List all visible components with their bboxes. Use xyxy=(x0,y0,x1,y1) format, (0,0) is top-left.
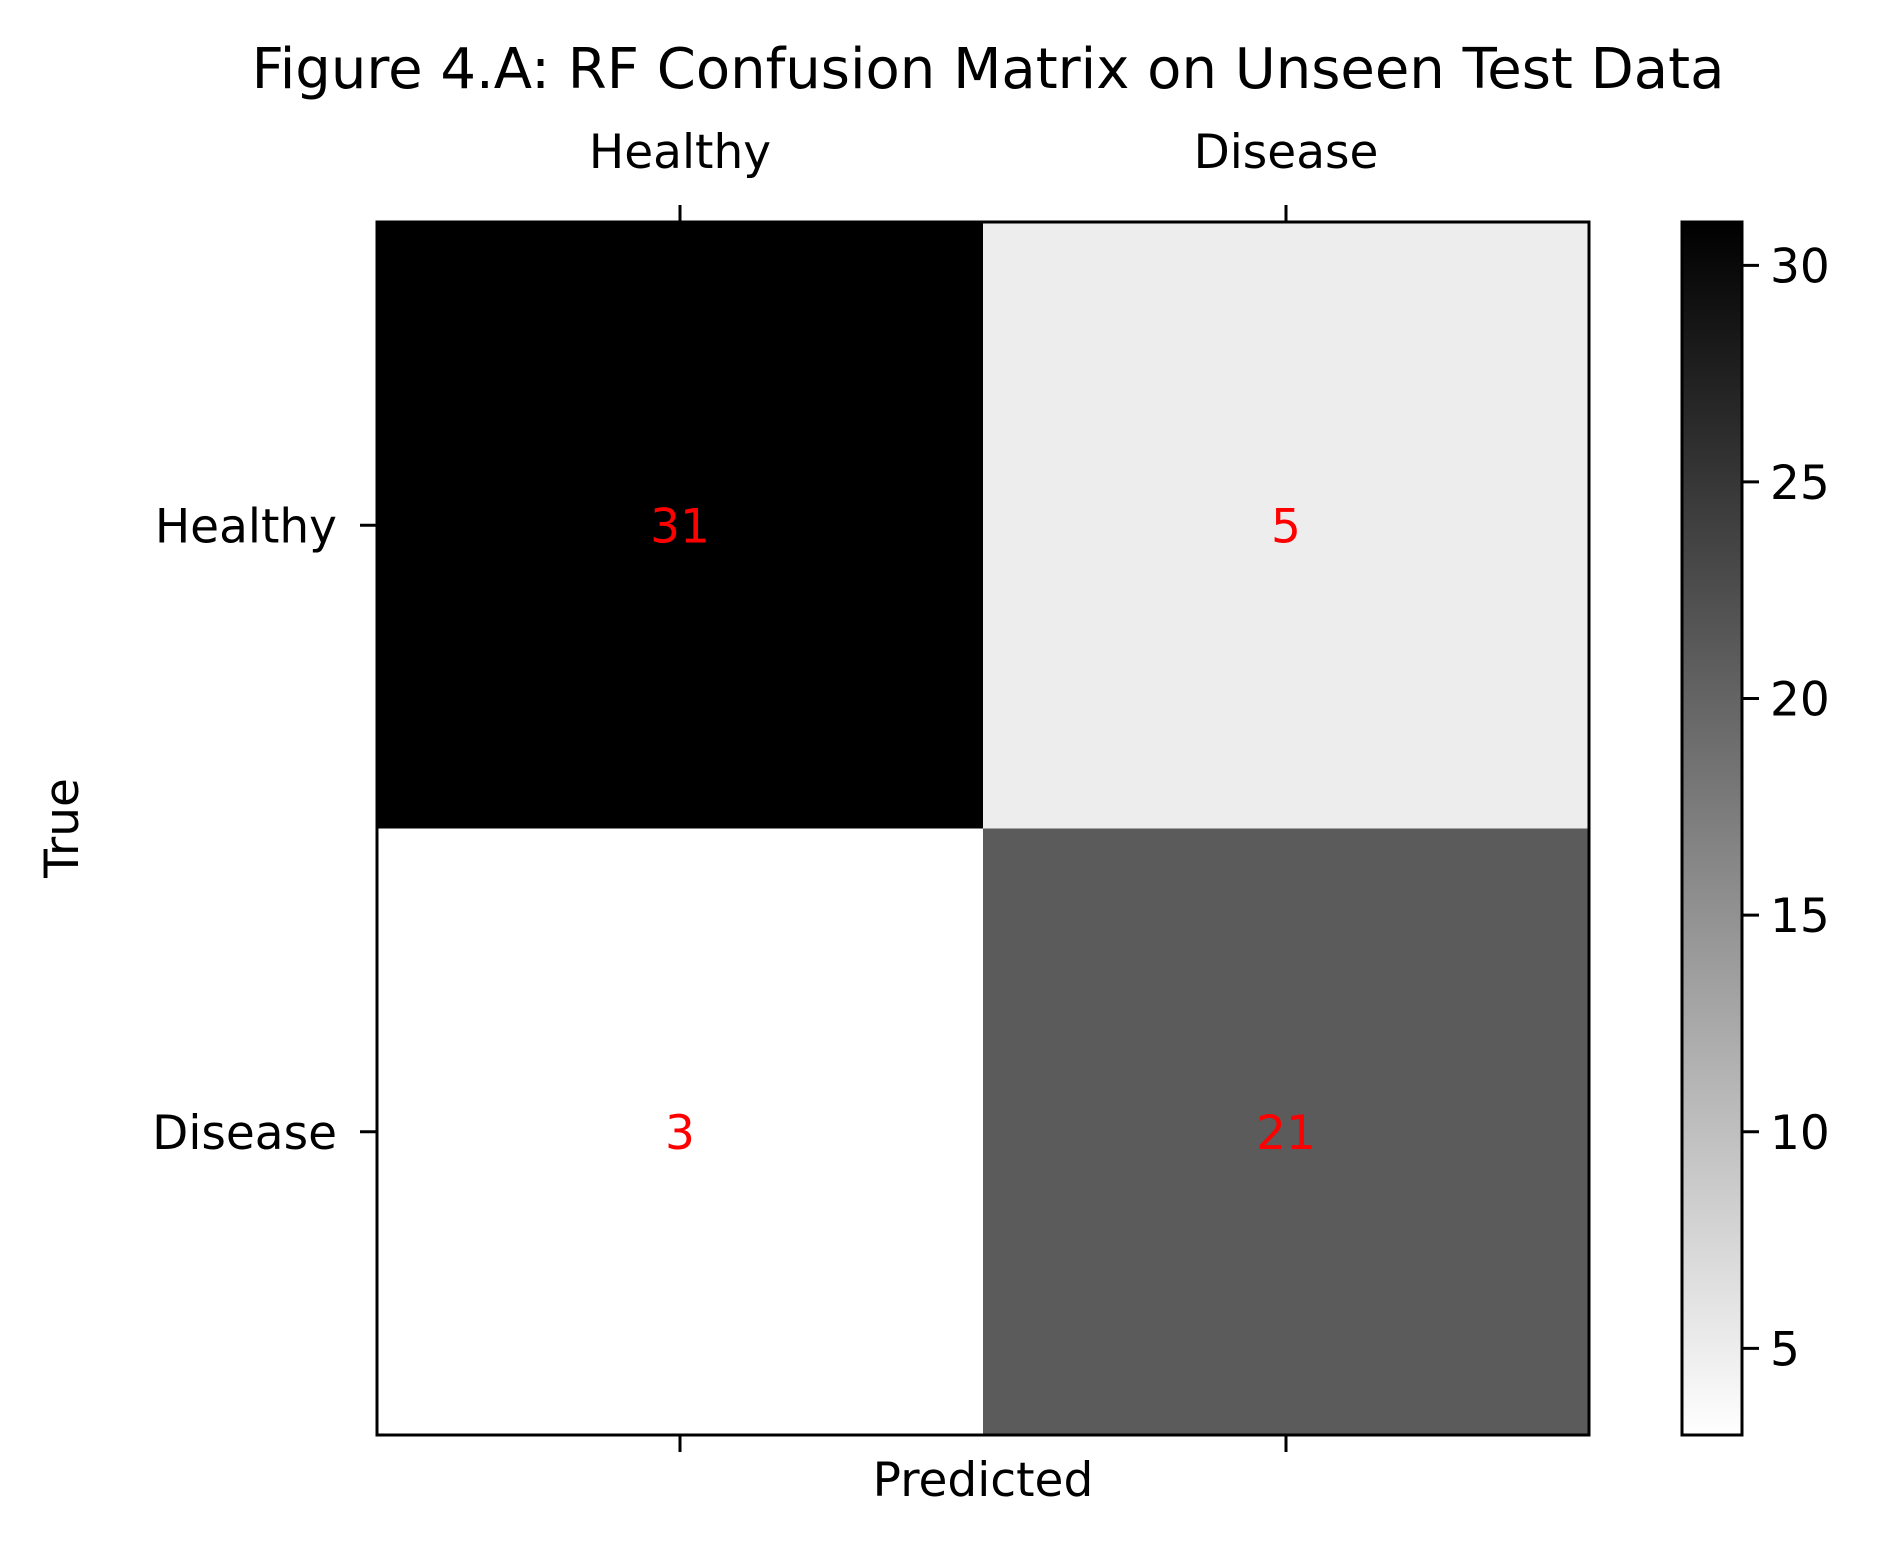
heatmap-cell xyxy=(377,828,984,1436)
colorbar-ticks: 5 10 15 20 25 30 xyxy=(1742,239,1830,1377)
heatmap-cell xyxy=(983,828,1590,1436)
colorbar-tick-label: 30 xyxy=(1770,239,1830,294)
cell-value-label: 3 xyxy=(665,1106,695,1161)
x-tick-label: Disease xyxy=(1194,125,1379,180)
x-tick-label: Healthy xyxy=(589,125,771,180)
chart-title: Figure 4.A: RF Confusion Matrix on Unsee… xyxy=(252,37,1725,102)
colorbar-tick-label: 15 xyxy=(1770,889,1830,944)
y-tick-label: Healthy xyxy=(155,499,337,554)
heatmap-cell xyxy=(377,222,984,829)
x-axis-label: Predicted xyxy=(873,1453,1094,1508)
cell-value-label: 5 xyxy=(1271,499,1301,554)
cell-value-label: 31 xyxy=(650,499,710,554)
colorbar-tick-label: 10 xyxy=(1770,1106,1830,1161)
colorbar-tick-label: 5 xyxy=(1770,1322,1800,1377)
y-tick-label: Disease xyxy=(152,1106,337,1161)
colorbar-gradient xyxy=(1680,220,1744,1437)
heatmap-cells xyxy=(377,222,1590,1436)
cell-annotations: 31 5 3 21 xyxy=(650,499,1316,1161)
y-axis-label: True xyxy=(35,778,90,879)
heatmap-cell xyxy=(983,222,1590,829)
colorbar-tick-label: 25 xyxy=(1770,456,1830,511)
plot-frame xyxy=(375,220,1591,1437)
colorbar-tick-label: 20 xyxy=(1770,673,1830,728)
x-axis-ticks: Healthy Disease xyxy=(589,125,1379,1452)
colorbar: 5 10 15 20 25 30 xyxy=(1680,220,1830,1437)
cell-value-label: 21 xyxy=(1256,1106,1316,1161)
y-axis-ticks: Healthy Disease xyxy=(152,499,377,1161)
